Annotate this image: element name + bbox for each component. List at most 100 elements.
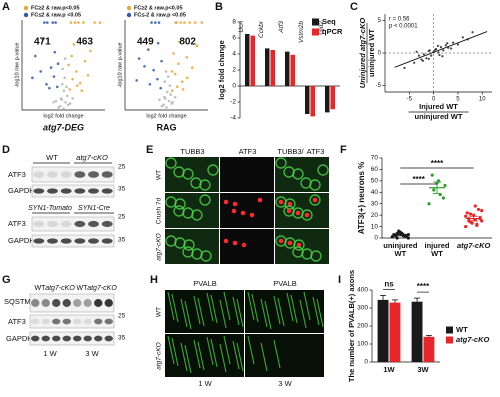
nucleus (296, 242, 302, 248)
point (137, 57, 141, 60)
point (427, 202, 431, 206)
point (183, 21, 186, 24)
point (39, 70, 42, 73)
point (68, 102, 72, 105)
point (437, 51, 440, 54)
cell (173, 166, 185, 178)
point (160, 59, 163, 63)
nucleus (287, 240, 293, 246)
axon (223, 291, 231, 321)
axon (193, 295, 201, 325)
band (104, 335, 113, 342)
point (66, 103, 70, 107)
point (436, 44, 440, 47)
point (67, 63, 70, 67)
bar (330, 86, 335, 110)
nucleus (304, 212, 310, 218)
axon (171, 293, 179, 323)
point (406, 236, 410, 240)
point (451, 41, 455, 44)
axon (223, 335, 231, 365)
band (101, 238, 113, 244)
point (51, 21, 55, 24)
point (159, 86, 162, 90)
y-tick-label: 100 (357, 341, 368, 348)
cell (165, 157, 177, 169)
row-label: atg7-cKO (156, 342, 163, 369)
y-tick-label: 4 (232, 51, 236, 58)
nucleus (232, 240, 238, 246)
axon (180, 342, 188, 372)
column-label: TUBB3 (180, 147, 204, 156)
point (425, 57, 428, 60)
bar (411, 301, 423, 362)
legend-label: atg7-cKO (456, 335, 490, 344)
y-tick-label: 0 (364, 359, 368, 366)
count: 449 (137, 37, 154, 48)
cell (275, 196, 287, 208)
point (428, 49, 431, 52)
band-label: GAPDH (8, 236, 35, 245)
point (430, 54, 433, 57)
cell (300, 177, 312, 189)
column-label: TUBB3 (277, 147, 301, 156)
axon (286, 292, 294, 322)
point (417, 54, 421, 57)
x-axis-label: log2 fold change (146, 113, 186, 119)
group-label: atg7-cKO (76, 153, 108, 162)
legend-label: Seq (322, 17, 336, 26)
band (88, 220, 99, 228)
point (193, 21, 197, 24)
point (190, 66, 194, 69)
point (433, 48, 437, 51)
axon (273, 295, 281, 325)
band (73, 335, 82, 342)
point (143, 64, 146, 68)
point (444, 44, 447, 47)
point (403, 66, 406, 70)
y-tick-label: 8 (232, 19, 236, 26)
band (41, 335, 50, 342)
blot (31, 216, 115, 232)
band (31, 335, 40, 342)
axon (312, 296, 320, 326)
point (71, 77, 74, 81)
point (177, 62, 180, 66)
cell (199, 194, 211, 206)
nucleus (278, 238, 284, 244)
x-tick-label: Gjd2 (318, 21, 325, 35)
point (174, 21, 177, 24)
timepoint: 1 W (198, 379, 212, 388)
y-tick-label: 60 (371, 166, 379, 173)
nucleus (287, 201, 293, 207)
nucleus (232, 201, 238, 207)
point (168, 84, 172, 87)
band (74, 238, 86, 244)
point (148, 82, 152, 86)
blot (29, 293, 115, 313)
point (432, 188, 436, 192)
point (68, 88, 72, 91)
point (395, 236, 399, 240)
bar (377, 299, 389, 362)
x-axis-label: uninjured WT (415, 112, 463, 121)
micrograph (245, 334, 324, 377)
point (441, 55, 444, 58)
point (185, 55, 189, 59)
cell (207, 164, 219, 176)
bar (290, 54, 295, 86)
timepoint: 1 W (43, 349, 57, 358)
micrograph (220, 157, 274, 192)
y-axis-label: ATF3(+) neurons % (357, 162, 366, 235)
point (420, 58, 423, 61)
point (61, 67, 64, 71)
point (63, 76, 67, 80)
group-label: WT (35, 285, 47, 292)
band (94, 299, 103, 307)
axon (290, 294, 298, 324)
band (60, 188, 72, 194)
band (73, 318, 82, 325)
point (53, 50, 57, 54)
x-tick-label: 3W (417, 365, 429, 374)
